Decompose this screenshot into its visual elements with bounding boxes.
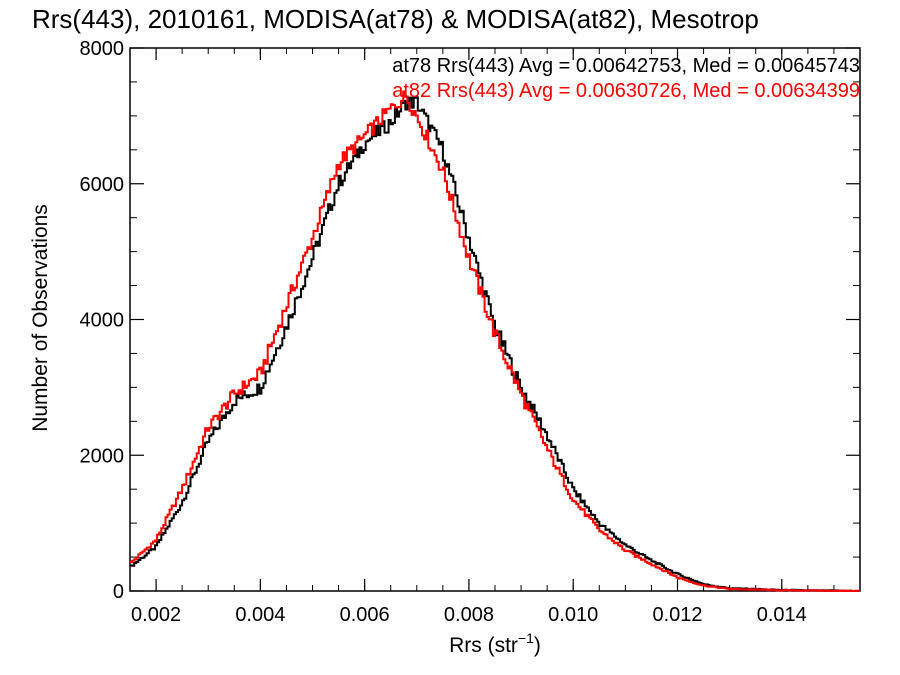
x-tick-label: 0.012 [652, 604, 702, 626]
x-tick-label: 0.002 [131, 604, 181, 626]
x-tick-label: 0.010 [548, 604, 598, 626]
x-tick-label: 0.014 [757, 604, 807, 626]
chart-title: Rrs(443), 2010161, MODISA(at78) & MODISA… [32, 4, 759, 34]
x-tick-label: 0.008 [444, 604, 494, 626]
x-axis-title-main: Rrs (str [449, 634, 518, 657]
y-tick-label: 0 [113, 581, 124, 603]
x-tick-label: 0.006 [340, 604, 390, 626]
x-axis-title-close: ) [534, 634, 541, 657]
y-tick-label: 2000 [80, 445, 125, 467]
plot-frame [129, 47, 861, 592]
x-axis-title-superscript: −1 [518, 630, 534, 646]
series-line-at82 [130, 90, 860, 592]
legend-entry-at78: at78 Rrs(443) Avg = 0.00642753, Med = 0.… [392, 55, 860, 77]
y-tick-label: 4000 [80, 310, 125, 332]
x-axis: 0.002 0.004 0.006 0.008 0.010 0.012 0.014 [129, 48, 861, 626]
legend: at78 Rrs(443) Avg = 0.00642753, Med = 0.… [392, 55, 860, 102]
y-axis: 0 2000 4000 6000 8000 [80, 38, 860, 603]
y-tick-label: 6000 [80, 174, 125, 196]
x-tick-label: 0.004 [235, 604, 285, 626]
y-axis-title: Number of Observations [29, 204, 52, 432]
series-layer [130, 90, 860, 592]
y-tick-label: 8000 [80, 38, 125, 60]
series-line-at78 [130, 96, 860, 592]
legend-entry-at82: at82 Rrs(443) Avg = 0.00630726, Med = 0.… [392, 80, 860, 102]
plot-border [129, 47, 861, 592]
x-axis-title: Rrs (str−1) [449, 630, 541, 657]
